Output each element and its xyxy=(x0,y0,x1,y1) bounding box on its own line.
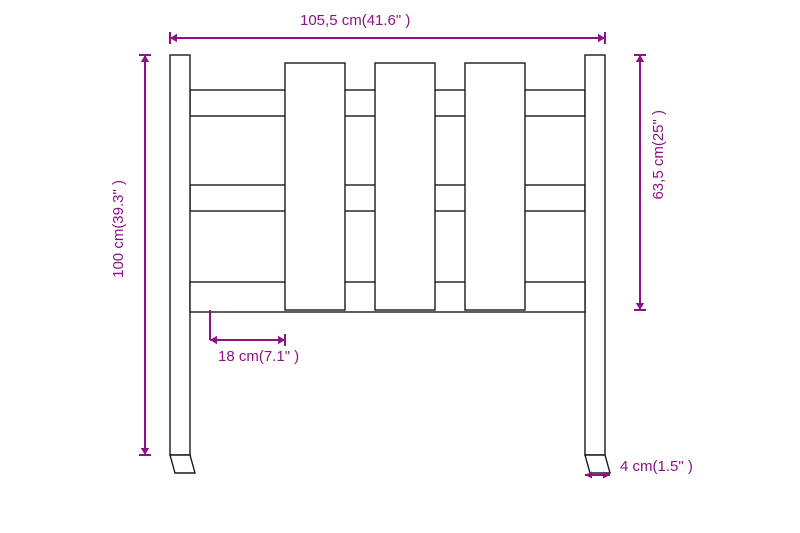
dim-hright-arrow-b xyxy=(636,303,644,310)
leg-ext-left-front xyxy=(170,455,195,473)
dim-depth-arrow-l xyxy=(585,472,592,479)
dim-width-arrow-l xyxy=(170,34,177,42)
dim-depth-label: 4 cm(1.5" ) xyxy=(620,458,693,475)
dim-hright-arrow-t xyxy=(636,55,644,62)
dim-width-arrow-r xyxy=(598,34,605,42)
dim-width-label: 105,5 cm(41.6" ) xyxy=(300,12,410,29)
dim-slat-arrow-l xyxy=(210,336,217,344)
dim-slat-arrow-r xyxy=(278,336,285,344)
slat-3 xyxy=(465,63,525,310)
dim-height-left-label: 100 cm(39.3" ) xyxy=(110,180,127,278)
leg-ext-right-front xyxy=(585,455,610,473)
left-post xyxy=(170,55,190,455)
dim-hleft-arrow-b xyxy=(141,448,149,455)
slat-2 xyxy=(375,63,435,310)
dim-height-right-label: 63,5 cm(25" ) xyxy=(650,110,667,200)
right-post xyxy=(585,55,605,455)
slat-1 xyxy=(285,63,345,310)
dim-slat-label: 18 cm(7.1" ) xyxy=(218,348,299,365)
dim-hleft-arrow-t xyxy=(141,55,149,62)
